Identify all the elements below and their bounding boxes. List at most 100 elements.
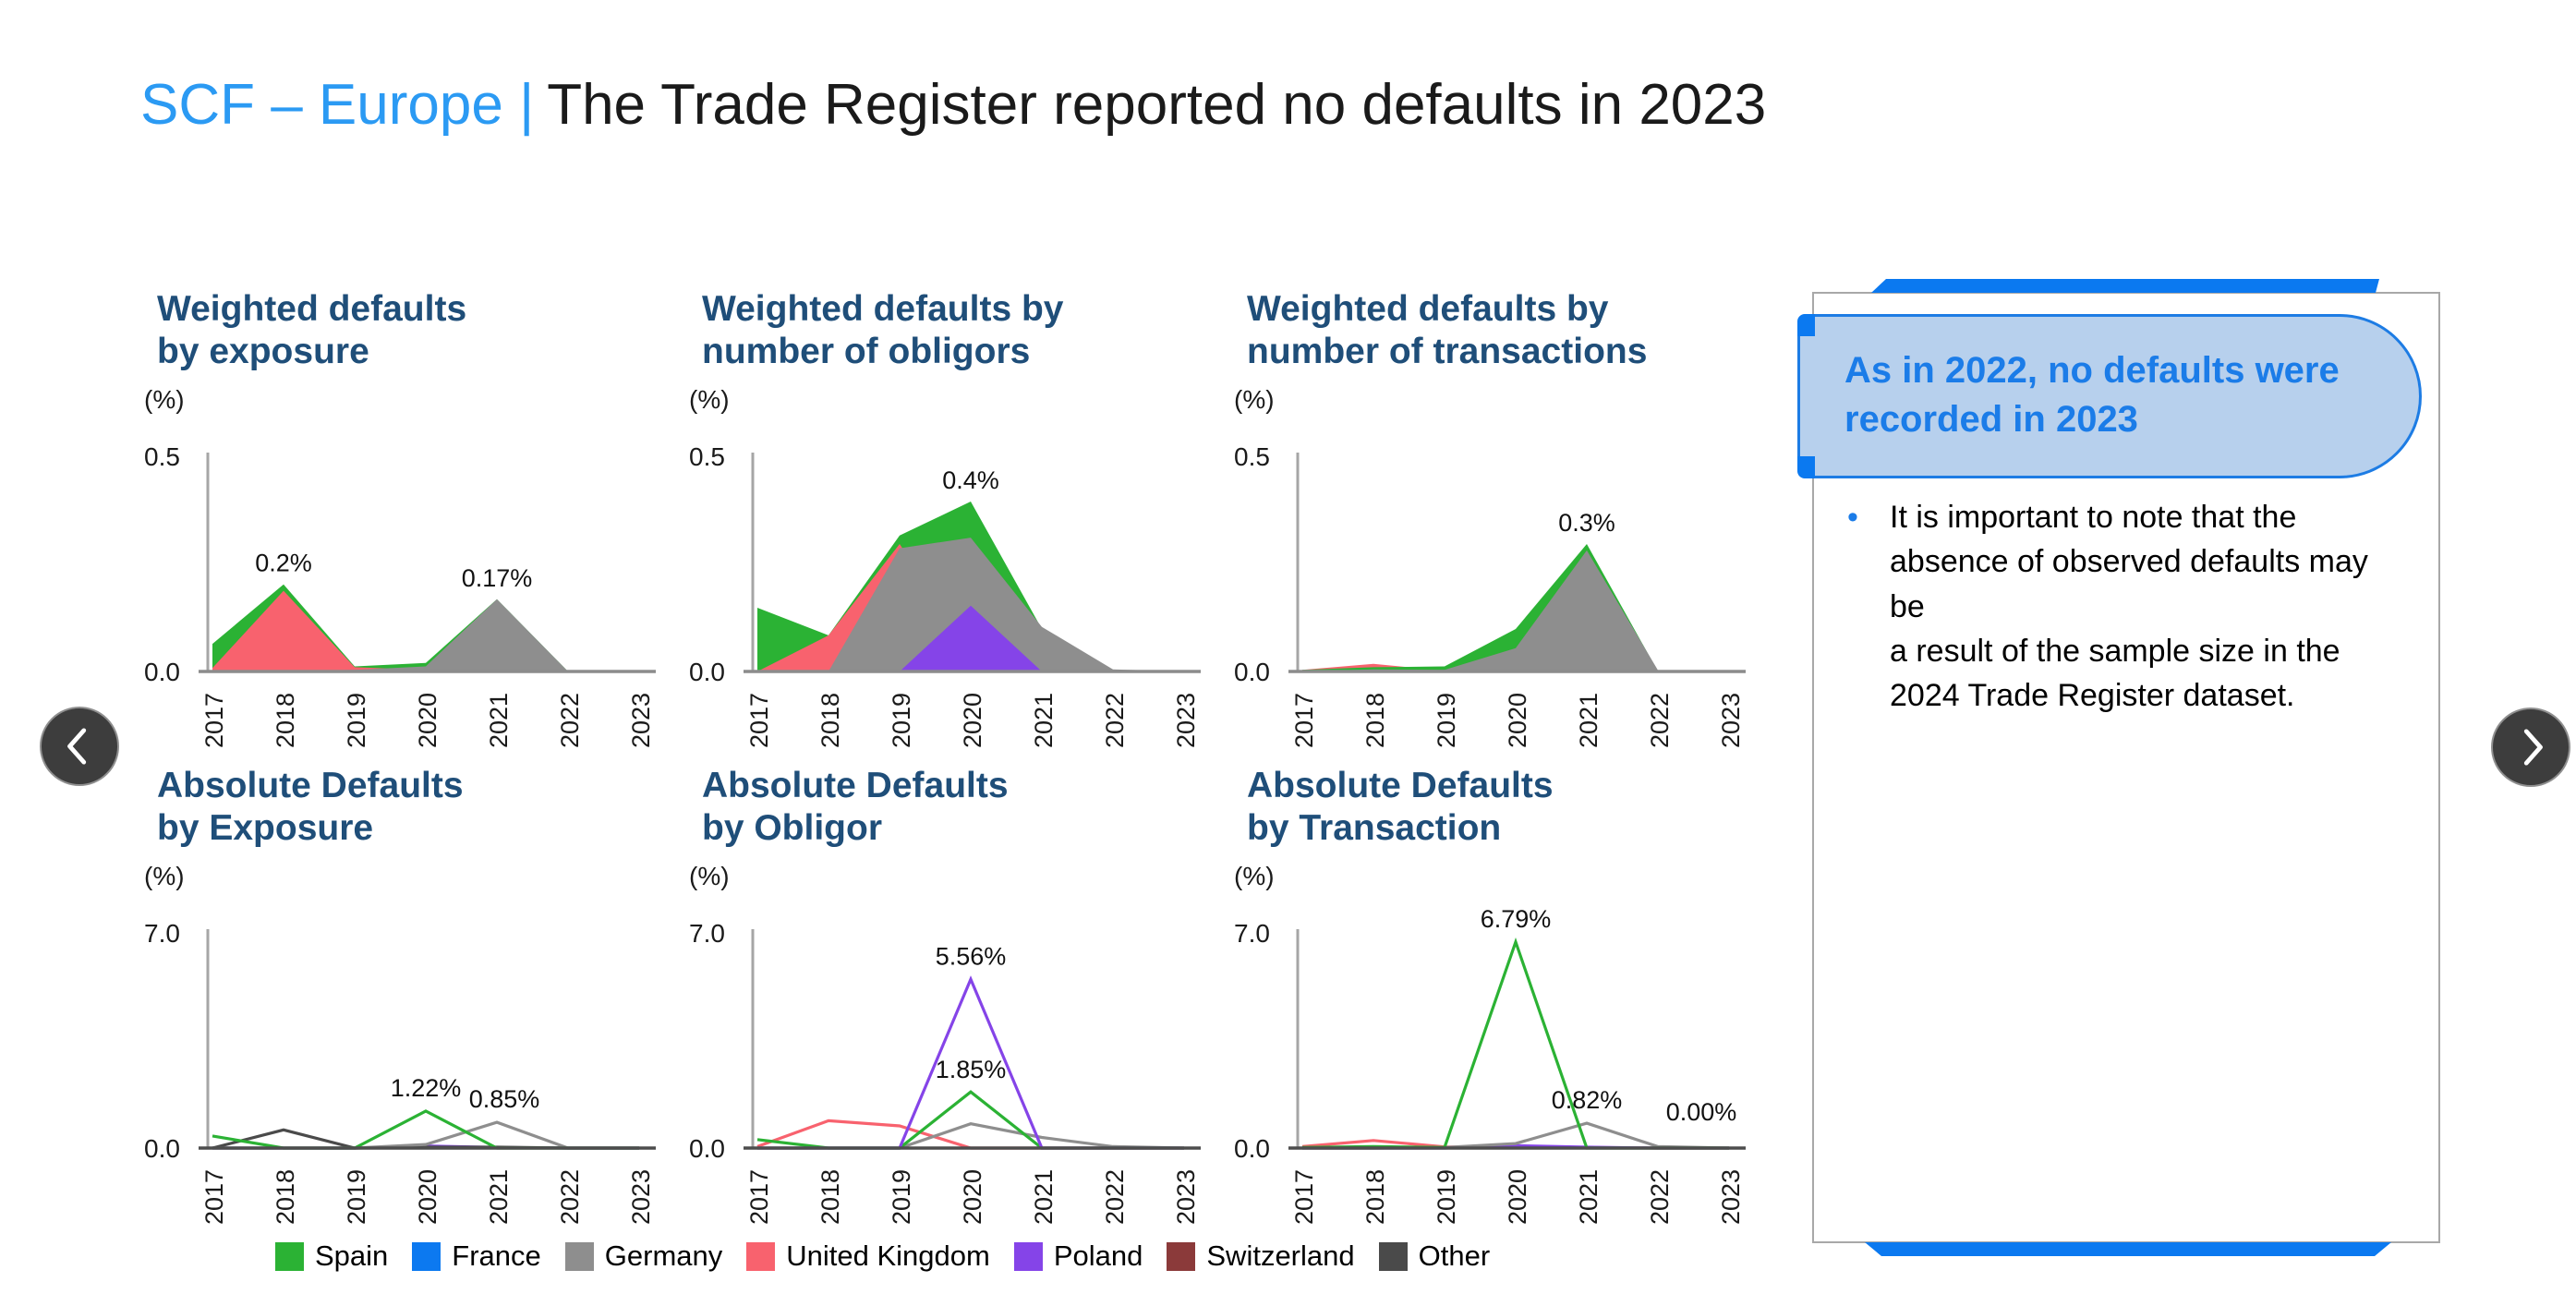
chart-title-line: Weighted defaults by xyxy=(1247,289,1609,329)
data-label: 0.82% xyxy=(1552,1086,1623,1114)
x-tick-label: 2020 xyxy=(1504,693,1531,748)
legend-swatch xyxy=(275,1241,304,1271)
chart-title: Absolute Defaults by Transaction xyxy=(1228,765,1783,850)
legend-swatch xyxy=(412,1241,441,1271)
x-tick-label: 2020 xyxy=(959,693,986,748)
x-tick-label: 2019 xyxy=(343,1169,370,1225)
pill-title-line: recorded in 2023 xyxy=(1844,398,2138,440)
chevron-left-icon xyxy=(67,728,87,765)
data-label: 0.4% xyxy=(942,466,999,494)
legend-swatch xyxy=(1013,1241,1043,1271)
x-tick-label: 2018 xyxy=(1361,693,1389,748)
chart-weighted-defaults-by-obligors: Weighted defaults by number of obligors … xyxy=(683,288,1238,750)
series-spain xyxy=(212,1109,639,1150)
callout-pill-title: As in 2022, no defaults were recorded in… xyxy=(1844,346,2340,444)
callout-top-accent-bar xyxy=(1871,279,2379,293)
bullet-text-line: It is important to note that the xyxy=(1890,500,2297,535)
data-label: 6.79% xyxy=(1481,905,1552,933)
y-min-label: 0.0 xyxy=(1234,1134,1270,1163)
data-label: 0.3% xyxy=(1558,509,1615,537)
y-min-label: 0.0 xyxy=(689,1134,725,1163)
chart-absolute-defaults-by-transaction: Absolute Defaults by Transaction (%) 7.0 0… xyxy=(1228,765,1783,1227)
chart-canvas: (%) 0.5 0.0 2017 2018 2019 2020 2021 2022 2023 0.3… xyxy=(1234,385,1746,748)
series-spain xyxy=(1301,937,1729,1150)
legend-label: United Kingdom xyxy=(786,1240,990,1272)
x-tick-label: 2020 xyxy=(959,1169,986,1225)
chart-absolute-defaults-by-obligor: Absolute Defaults by Obligor (%) 7.0 0.0 20… xyxy=(683,765,1238,1227)
bullet-text-line: absence of observed defaults may be xyxy=(1890,544,2368,624)
series-germany xyxy=(757,538,1184,672)
unit-label: (%) xyxy=(1234,385,1275,414)
x-tick-label: 2021 xyxy=(1575,693,1602,748)
pill-corner-accent xyxy=(1797,456,1815,478)
legend: Spain France Germany United Kingdom Poland Sw… xyxy=(275,1240,1490,1273)
x-tick-label: 2019 xyxy=(1433,693,1460,748)
legend-swatch xyxy=(564,1241,594,1271)
pill-title-line: As in 2022, no defaults were xyxy=(1844,350,2340,391)
x-tick-label: 2018 xyxy=(272,693,299,748)
next-slide-button[interactable] xyxy=(2491,707,2570,787)
legend-item-germany: Germany xyxy=(564,1240,722,1273)
x-tick-label: 2023 xyxy=(1172,1169,1200,1225)
chart-weighted-defaults-by-exposure: Weighted defaults by exposure (%) 0.5 0.0 2… xyxy=(139,288,693,750)
x-tick-label: 2019 xyxy=(888,1169,915,1225)
y-max-label: 0.5 xyxy=(1234,442,1270,471)
x-tick-label: 2019 xyxy=(343,693,370,748)
unit-label: (%) xyxy=(689,862,730,890)
legend-label: France xyxy=(452,1240,541,1272)
x-tick-label: 2019 xyxy=(888,693,915,748)
chart-title-line: Absolute Defaults xyxy=(1247,766,1554,805)
data-label: 0.2% xyxy=(255,550,312,577)
chart-canvas: (%) 0.5 0.0 2017 2018 2019 2020 2021 2022 2023 0.2… xyxy=(144,385,656,748)
pill-corner-accent xyxy=(1797,314,1815,336)
x-tick-label: 2019 xyxy=(1433,1169,1460,1225)
x-tick-label: 2020 xyxy=(414,693,441,748)
callout-panel: As in 2022, no defaults were recorded in… xyxy=(1797,292,2440,1243)
x-tick-label: 2021 xyxy=(1030,1169,1058,1225)
x-tick-label: 2023 xyxy=(1717,693,1745,748)
unit-label: (%) xyxy=(144,862,185,890)
series-poland xyxy=(757,605,1184,672)
x-tick-label: 2023 xyxy=(627,693,655,748)
y-max-label: 7.0 xyxy=(144,919,180,948)
chart-title-line: by Obligor xyxy=(702,808,882,849)
x-tick-label: 2022 xyxy=(1646,1169,1674,1225)
bullet-text-line: a result of the sample size in the xyxy=(1890,633,2340,669)
y-min-label: 0.0 xyxy=(1234,658,1270,686)
x-tick-label: 2023 xyxy=(627,1169,655,1225)
callout-bottom-accent-bar xyxy=(1865,1242,2391,1256)
x-tick-label: 2021 xyxy=(1575,1169,1602,1225)
chart-canvas: (%) 0.5 0.0 2017 2018 2019 2020 2021 2022 2023 0.4… xyxy=(689,385,1201,748)
y-max-label: 7.0 xyxy=(689,919,725,948)
x-tick-label: 2018 xyxy=(272,1169,299,1225)
x-tick-label: 2017 xyxy=(1290,1169,1318,1225)
chart-canvas: (%) 7.0 0.0 2017 2018 2019 2020 2021 2022 2023 5.5… xyxy=(689,862,1201,1225)
unit-label: (%) xyxy=(689,385,730,414)
chart-title: Weighted defaults by number of transacti… xyxy=(1228,288,1783,373)
x-tick-label: 2017 xyxy=(1290,693,1318,748)
chart-absolute-defaults-by-exposure: Absolute Defaults by Exposure (%) 7.0 0.0 2… xyxy=(139,765,693,1227)
chart-title: Weighted defaults by exposure xyxy=(139,288,693,373)
legend-item-united-kingdom: United Kingdom xyxy=(746,1240,990,1273)
bullet-text: It is important to note that the absence… xyxy=(1890,495,2411,718)
chart-canvas: (%) 7.0 0.0 2017 2018 2019 2020 2021 2022 2023 6.7… xyxy=(1234,862,1746,1225)
series-germany xyxy=(212,599,639,672)
legend-item-switzerland: Switzerland xyxy=(1167,1240,1355,1273)
x-tick-label: 2017 xyxy=(745,693,773,748)
chart-canvas: (%) 7.0 0.0 2017 2018 2019 2020 2021 2022 2023 1.2… xyxy=(144,862,656,1225)
data-label: 5.56% xyxy=(936,942,1007,970)
page-title-accent: SCF – Europe | xyxy=(140,73,535,137)
chart-title-line: number of transactions xyxy=(1247,332,1648,372)
page-title: SCF – Europe | The Trade Register reporte… xyxy=(140,72,1766,138)
x-tick-label: 2023 xyxy=(1717,1169,1745,1225)
x-tick-label: 2021 xyxy=(485,693,513,748)
callout-pill: As in 2022, no defaults were recorded in… xyxy=(1797,314,2422,478)
x-tick-label: 2022 xyxy=(556,693,584,748)
legend-swatch xyxy=(1378,1241,1408,1271)
x-tick-label: 2022 xyxy=(1101,693,1129,748)
x-tick-label: 2021 xyxy=(485,1169,513,1225)
prev-slide-button[interactable] xyxy=(40,707,119,786)
y-max-label: 7.0 xyxy=(1234,919,1270,948)
y-min-label: 0.0 xyxy=(689,658,725,686)
x-tick-label: 2020 xyxy=(1504,1169,1531,1225)
